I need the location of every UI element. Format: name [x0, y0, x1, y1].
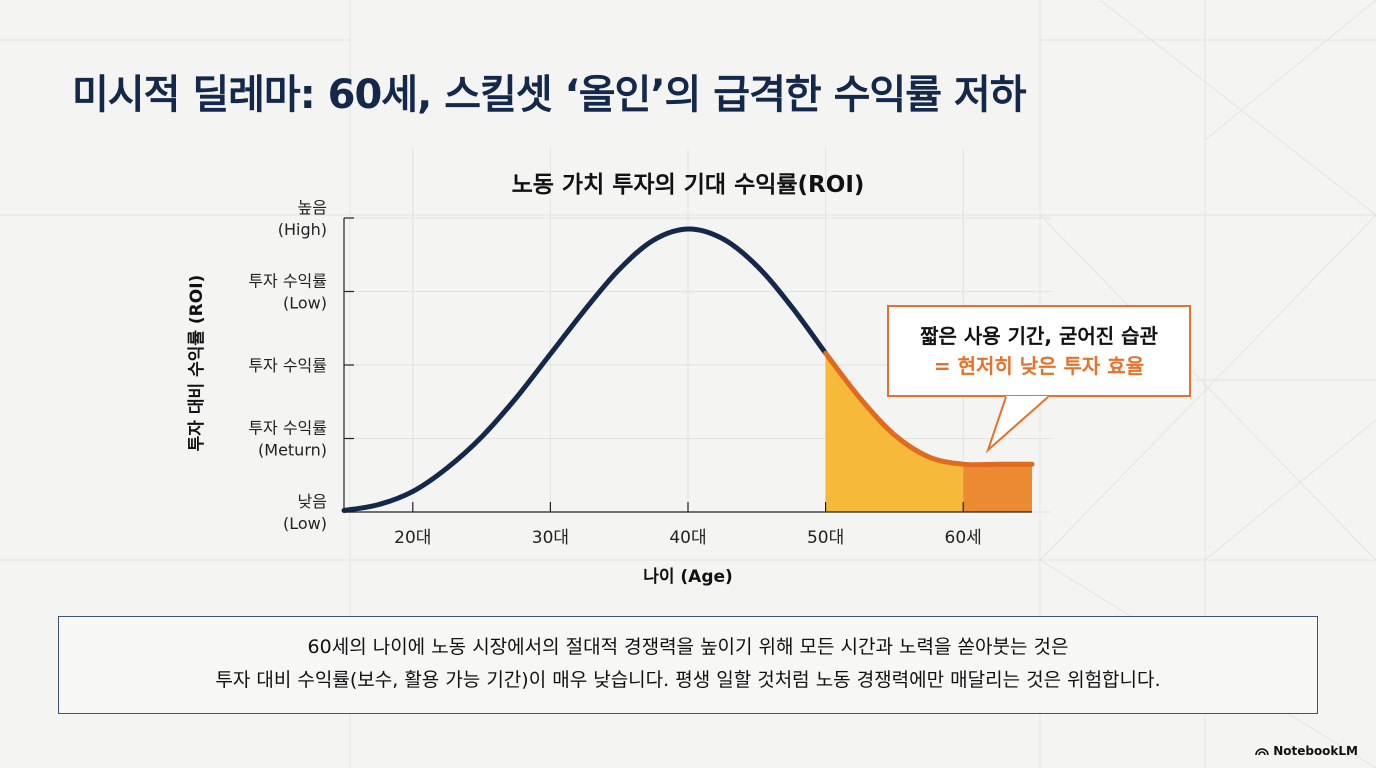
summary-box: 60세의 나이에 노동 시장에서의 절대적 경쟁력을 높이기 위해 모든 시간과…: [58, 616, 1318, 714]
y-tick-label: 높음 (High): [278, 198, 327, 239]
y-tick-label-line: (Low): [283, 514, 327, 533]
y-tick-label-line: 투자 수익률: [248, 272, 327, 291]
x-tick-label: 50대: [807, 528, 844, 548]
decline-area: [825, 353, 964, 512]
y-tick-label-line: (Meturn): [258, 441, 327, 460]
x-axis-label: 나이 (Age): [643, 567, 733, 587]
y-tick-label-line: (High): [278, 220, 327, 239]
y-tick-label: 투자 수익률 (Low): [248, 272, 327, 313]
roi-curve-rise: [341, 226, 829, 513]
y-tick-label-line: 투자 수익률: [248, 419, 327, 438]
page-title: 미시적 딜레마: 60세, 스킬셋 ‘올인’의 급격한 수익률 저하: [72, 72, 1027, 118]
roi-chart: 노동 가치 투자의 기대 수익률(ROI) 낮음 (Low) 투자 수익률 (Metu…: [187, 148, 1052, 587]
roi-curve-decline: [823, 350, 1035, 468]
x-tick-label: 40대: [669, 528, 706, 548]
y-tick-label-line: 낮음: [298, 492, 327, 511]
y-axis-label: 투자 대비 수익률 (ROI): [187, 275, 207, 452]
callout-line-2: = 현저히 낮은 투자 효율: [933, 354, 1145, 378]
x-tick-label: 20대: [394, 528, 431, 548]
summary-line-1: 60세의 나이에 노동 시장에서의 절대적 경쟁력을 높이기 위해 모든 시간과…: [307, 636, 1069, 658]
y-tick-label: 낮음 (Low): [283, 492, 327, 533]
plateau-area: [963, 464, 1032, 512]
summary-line-2: 투자 대비 수익률(보수, 활용 가능 기간)이 매우 낮습니다. 평생 일할 …: [215, 669, 1161, 691]
logo-text: NotebookLM: [1273, 744, 1358, 758]
chart-axes: [343, 217, 1032, 513]
y-tick-label: 투자 수익률: [248, 356, 327, 375]
notebooklm-logo: NotebookLM: [1255, 744, 1358, 758]
y-tick-label-line: 높음: [298, 198, 327, 217]
y-tick-label: 투자 수익률 (Meturn): [248, 419, 327, 460]
x-tick-label: 30대: [532, 528, 569, 548]
x-tick-label: 60세: [945, 528, 982, 548]
y-tick-label-line: (Low): [283, 294, 327, 313]
callout-line-1: 짧은 사용 기간, 굳어진 습관: [920, 324, 1158, 348]
x-tick-labels: 20대 30대 40대 50대 60세: [394, 528, 982, 548]
y-tick-label-line: 투자 수익률: [248, 356, 327, 375]
chart-title: 노동 가치 투자의 기대 수익률(ROI): [512, 172, 865, 198]
notebooklm-icon: [1255, 748, 1269, 756]
